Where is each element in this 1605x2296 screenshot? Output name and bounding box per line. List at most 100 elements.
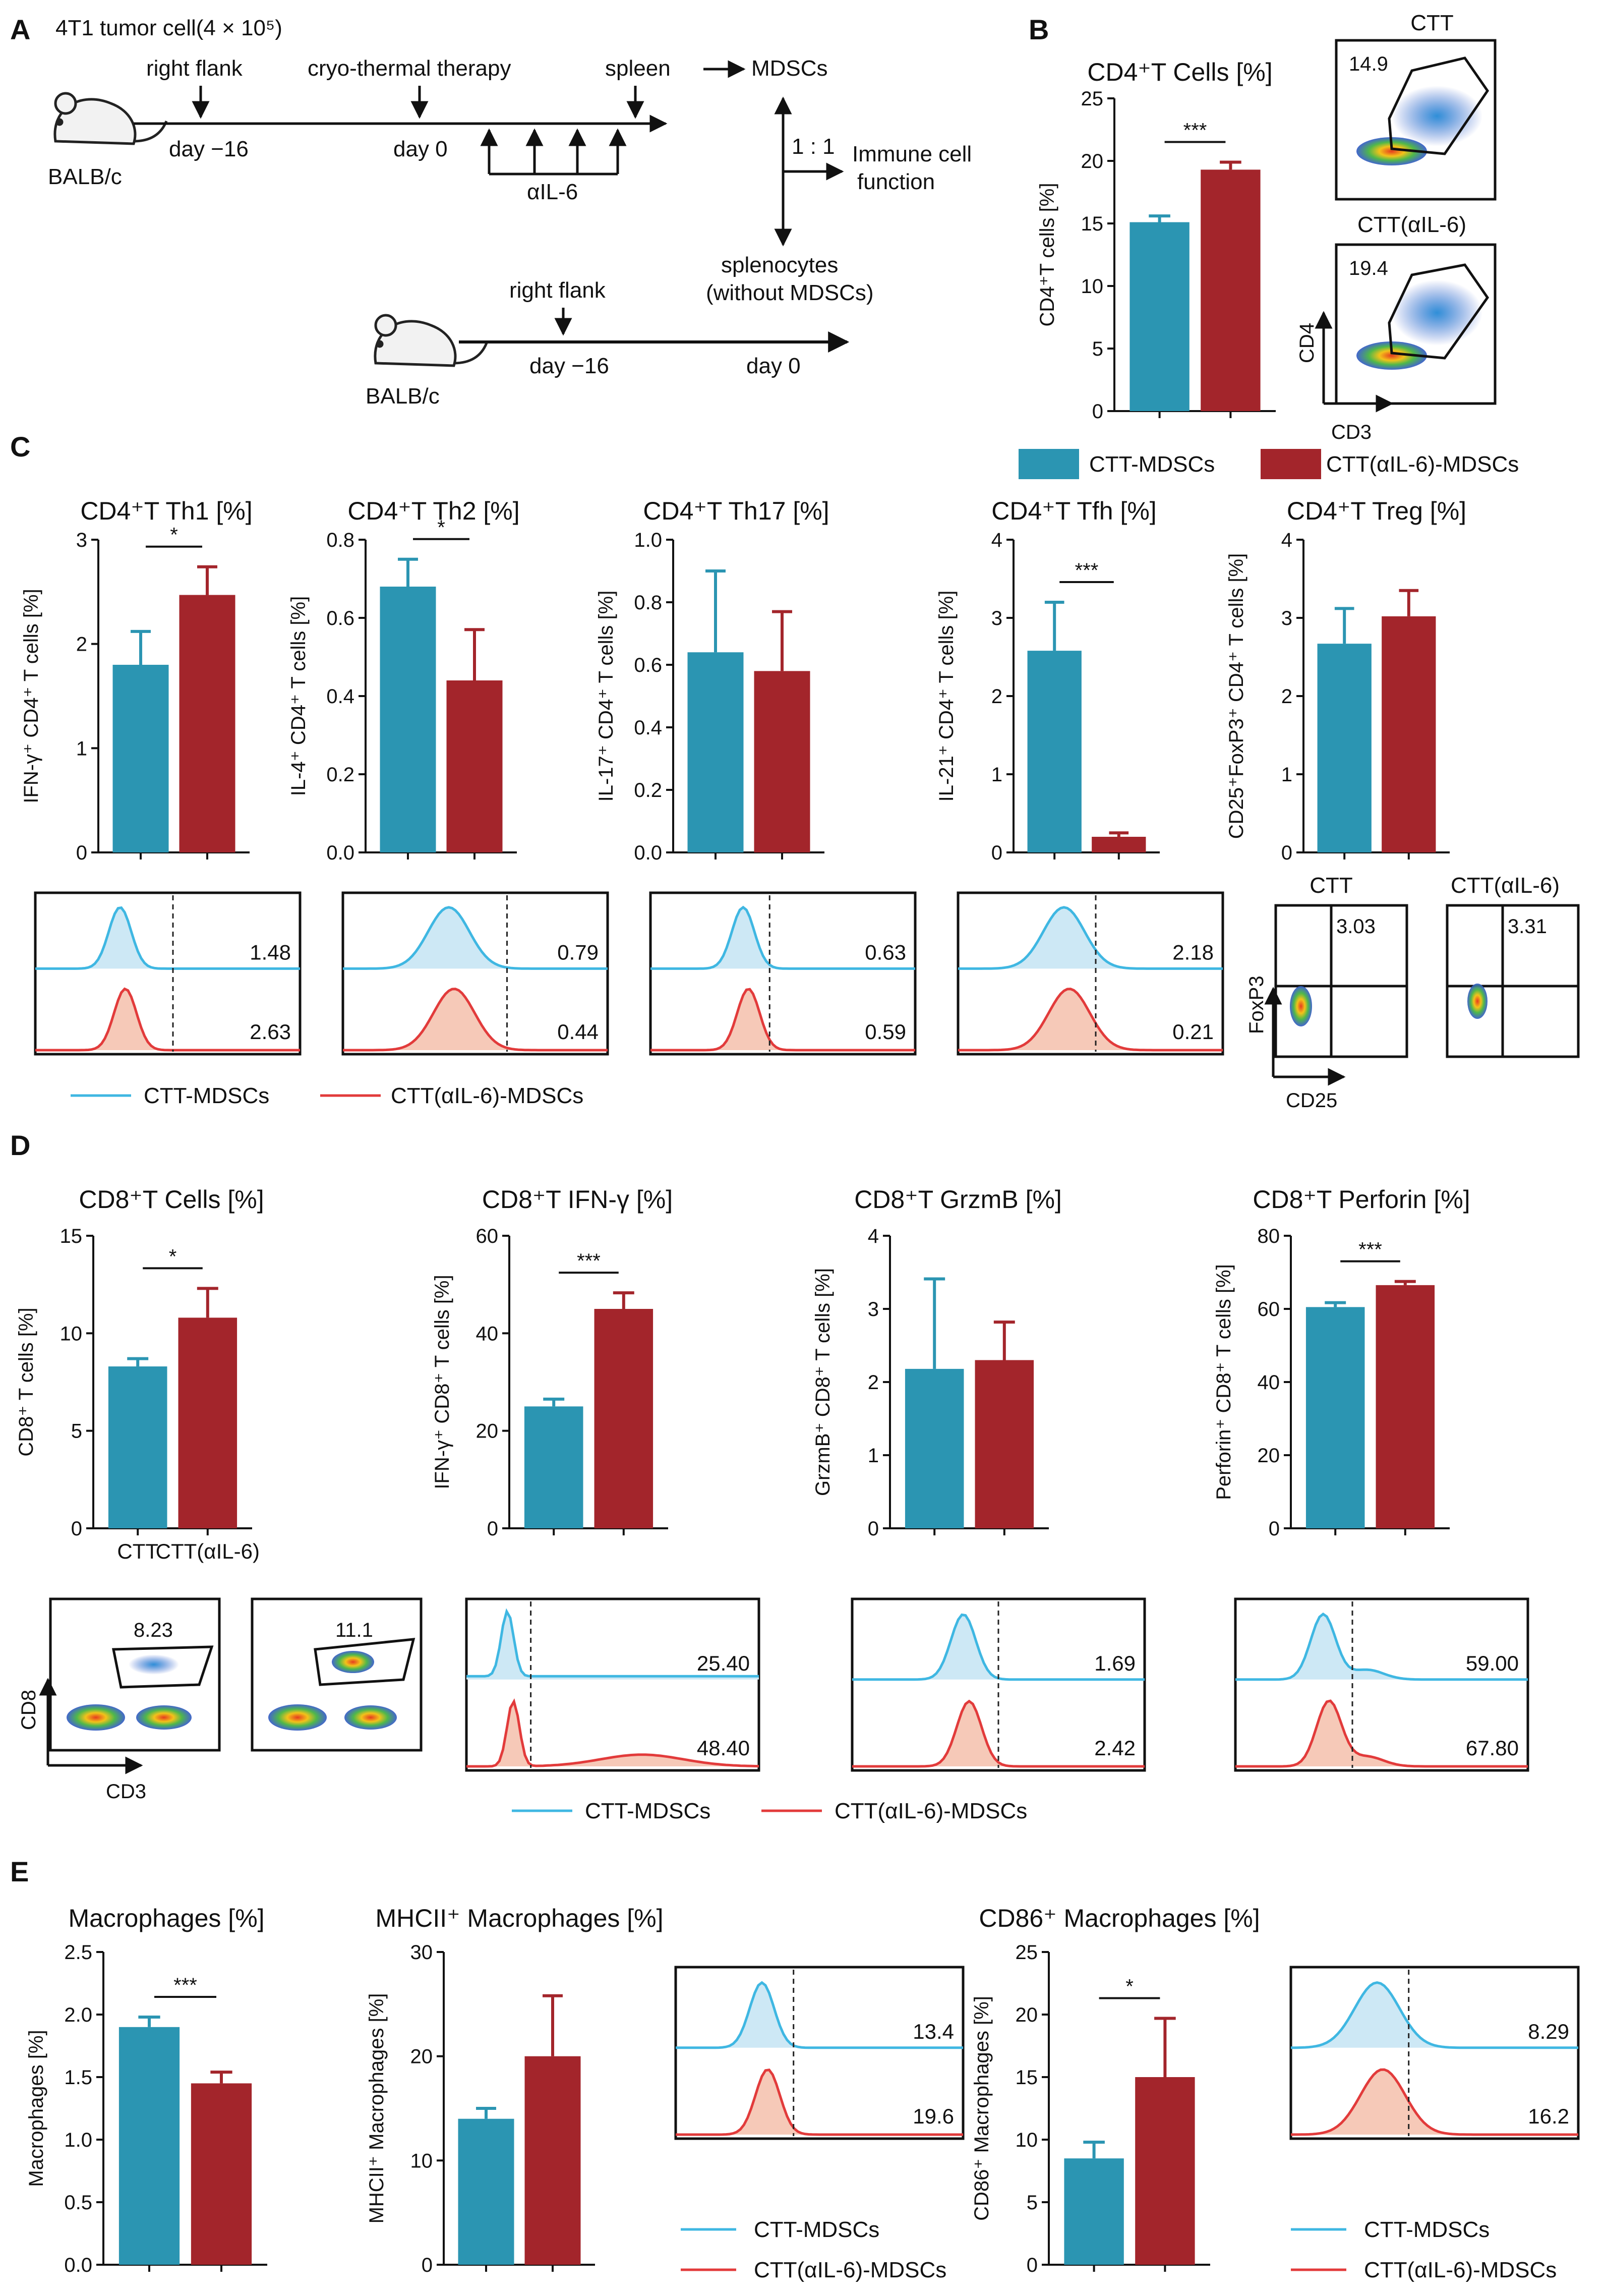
immune-label-2: function: [857, 169, 935, 194]
chart-title: CD4⁺T Treg [%]: [1287, 497, 1466, 525]
density-blob: [67, 1704, 125, 1731]
y-tick-label: 1: [76, 737, 87, 760]
histogram-value-ail6: 0.21: [1172, 1020, 1214, 1044]
y-axis-label: Perforin⁺ CD8⁺ T cells [%]: [1213, 1264, 1235, 1500]
ail6-label: αIL-6: [527, 180, 578, 204]
chart-th1: CD4⁺T Th1 [%] 0 1 2 3 IFN-γ⁺ CD4⁺ T cells [%]…: [20, 497, 253, 864]
density-blob: [1356, 137, 1427, 165]
density-blob: [136, 1705, 192, 1730]
y-axis-label: IL-21⁺ CD4⁺ T cells [%]: [935, 591, 958, 802]
histogram-mhcii: 13.4 19.6: [674, 1966, 965, 2140]
histogram-line-ail6: [676, 2069, 963, 2136]
flow-b-xaxis: CD3: [1331, 421, 1372, 443]
histogram-frame: [674, 1966, 965, 2140]
panel-letter-d: D: [10, 1129, 30, 1161]
flow-plot-b-ctt: [1335, 39, 1497, 201]
cryo-label: cryo-thermal therapy: [308, 56, 511, 81]
flow-b-ail6-title: CTT(αIL-6): [1357, 212, 1466, 237]
y-tick-label: 20: [410, 2046, 433, 2068]
y-tick-label: 0: [1027, 2254, 1038, 2276]
histogram-fill-ctt: [466, 1612, 759, 1680]
y-axis-label: IL-4⁺ CD4⁺ T cells [%]: [287, 596, 310, 796]
y-tick-label: 20: [1258, 1445, 1280, 1467]
y-tick-label: 15: [1016, 2067, 1038, 2089]
treg-x-label: CD25: [1286, 1089, 1337, 1112]
chart-title: CD8⁺T Cells [%]: [79, 1185, 264, 1214]
legend-swatch-ail6: [1261, 449, 1321, 479]
y-tick-label: 0.8: [634, 592, 662, 614]
bar-ail6: [1092, 837, 1146, 852]
histogram-value-ctt: 59.00: [1466, 1651, 1519, 1675]
y-tick-label: 2: [76, 634, 87, 656]
immune-label-1: Immune cell: [852, 142, 972, 166]
panel-c: C CD4⁺T Th1 [%] 0 1 2 3 IFN-γ⁺ CD4⁺ T cells […: [10, 431, 1580, 1112]
histogram-fill-ctt: [676, 1982, 963, 2048]
y-tick-label: 15: [60, 1225, 83, 1247]
density-blob: [1392, 280, 1482, 346]
bar-ail6: [1201, 169, 1261, 411]
panel-letter-c: C: [10, 431, 30, 463]
y-axis-label: GrzmB⁺ CD8⁺ T cells [%]: [812, 1268, 834, 1496]
chart-th2: CD4⁺T Th2 [%] 0.0 0.2 0.4 0.6 0.8 IL-4⁺ CD4⁺ T…: [287, 497, 520, 864]
bar-ctt: [1027, 651, 1082, 852]
chart-title: CD4⁺T Cells [%]: [1087, 58, 1272, 86]
y-axis-label: IL-17⁺ CD4⁺ T cells [%]: [595, 591, 617, 802]
y-tick-label: 0: [868, 1518, 879, 1540]
histogram-tfh: 2.18 0.21: [957, 891, 1224, 1056]
bar-ail6: [1376, 1285, 1435, 1528]
histogram-value-ctt: 25.40: [697, 1651, 750, 1675]
flow-plot-b-ail6: [1335, 243, 1497, 405]
histogram-th2: 0.79 0.44: [341, 891, 609, 1056]
flow-b-ail6-value: 19.4: [1349, 257, 1388, 279]
histogram-value-ctt: 13.4: [913, 2020, 954, 2043]
e-legend-ail6-1: CTT(αIL-6)-MDSCs: [754, 2258, 946, 2282]
histogram-frame: [34, 891, 302, 1056]
chart-cd86-macrophages: CD86⁺ Macrophages [%] 0 5 10 15 20 25 CD86⁺ Mac…: [971, 1904, 1260, 2276]
histogram-ifng: 25.40 48.40: [465, 1597, 760, 1772]
treg-ctt-title: CTT: [1310, 873, 1353, 898]
histogram-line-ail6: [1290, 2068, 1578, 2136]
y-tick-label: 25: [1081, 88, 1104, 110]
histogram-value-ail6: 19.6: [913, 2104, 954, 2128]
spleen-label: spleen: [605, 56, 671, 81]
chart-title: CD4⁺T Tfh [%]: [991, 497, 1156, 525]
e-legend-ail6-2: CTT(αIL-6)-MDSCs: [1364, 2258, 1557, 2282]
density-blob: [1290, 986, 1312, 1026]
histogram-value-ail6: 2.42: [1094, 1736, 1136, 1760]
bar-ail6: [1382, 616, 1436, 852]
y-axis-label: CD25⁺FoxP3⁺ CD4⁺ T cells [%]: [1225, 553, 1247, 839]
panel-a: A 4T1 tumor cell(4 × 10⁵) right flank cr…: [10, 14, 972, 409]
histogram-frame: [341, 891, 609, 1056]
histogram-line-ctt: [35, 906, 300, 970]
significance-marker: ***: [1358, 1239, 1382, 1261]
y-axis-label: Macrophages [%]: [25, 2030, 47, 2187]
histogram-frame: [1289, 1966, 1580, 2140]
flow-d-ail6-value: 11.1: [335, 1619, 373, 1641]
bar-ail6: [594, 1309, 653, 1528]
y-tick-label: 0: [1269, 1518, 1280, 1540]
histogram-line-ctt: [958, 906, 1223, 970]
significance-marker: *: [169, 1245, 177, 1268]
density-blob: [1356, 341, 1427, 370]
y-tick-label: 3: [76, 529, 87, 551]
histogram-cd86: 8.29 16.2: [1289, 1966, 1580, 2140]
y-tick-label: 0.0: [326, 842, 354, 864]
chart-cd8-grzmb: CD8⁺T GrzmB [%] 0 1 2 3 4 GrzmB⁺ CD8⁺ T cells …: [812, 1185, 1062, 1540]
bar-ctt: [905, 1368, 964, 1528]
histogram-value-ctt: 2.18: [1172, 940, 1214, 964]
density-blob: [344, 1705, 397, 1730]
histogram-value-ctt: 1.69: [1094, 1651, 1136, 1675]
mouse1-strain: BALB/c: [48, 164, 122, 189]
treg-ail6-title: CTT(αIL-6): [1451, 873, 1560, 898]
histogram-line-ctt: [1291, 1981, 1578, 2049]
chart-macrophages: Macrophages [%] 0.0 0.5 1.0 1.5 2.0 2.5 Macroph…: [25, 1904, 267, 2276]
flow-b-ctt-title: CTT: [1410, 11, 1454, 35]
histogram-line-ctt: [343, 906, 608, 970]
y-tick-label: 40: [1258, 1371, 1280, 1394]
histogram-value-ctt: 0.79: [557, 940, 599, 964]
histogram-th1: 1.48 2.63: [34, 891, 302, 1056]
y-tick-label: 0: [422, 2254, 433, 2276]
flow-b-ctt-value: 14.9: [1349, 53, 1388, 75]
histogram-line-ail6: [650, 988, 915, 1052]
histogram-line-ail6: [1235, 1699, 1528, 1768]
